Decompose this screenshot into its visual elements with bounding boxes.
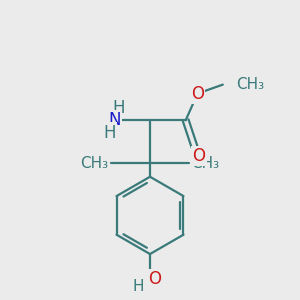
Text: H: H xyxy=(103,124,116,142)
Text: O: O xyxy=(193,147,206,165)
Text: O: O xyxy=(148,270,161,288)
Text: O: O xyxy=(191,85,204,103)
Text: H: H xyxy=(132,279,144,294)
Text: CH₃: CH₃ xyxy=(80,156,108,171)
Text: N: N xyxy=(108,111,121,129)
Text: CH₃: CH₃ xyxy=(236,77,264,92)
Text: H: H xyxy=(112,99,125,117)
Text: CH₃: CH₃ xyxy=(192,156,220,171)
